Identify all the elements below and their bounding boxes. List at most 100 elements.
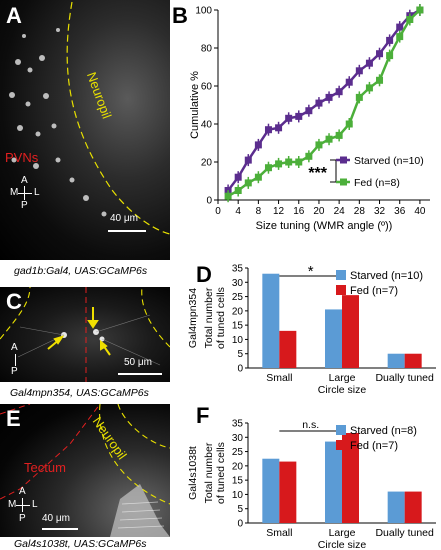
- significance-label: *: [308, 263, 314, 280]
- neuropil-outline: [66, 1, 170, 235]
- compass: A M L P: [10, 175, 40, 215]
- y-tick-label: 30: [232, 278, 244, 289]
- compass-l: L: [34, 187, 40, 198]
- data-point: [305, 152, 313, 160]
- y-tick-label: 35: [232, 264, 244, 275]
- y-tick-label: 80: [201, 44, 213, 55]
- bar: [262, 458, 280, 523]
- compass-p: P: [21, 200, 28, 211]
- data-point: [244, 156, 252, 164]
- y-tick-label: 20: [232, 461, 244, 472]
- y-tick-label: 35: [232, 419, 244, 430]
- panel-b-label: B: [172, 3, 188, 28]
- compass-p: P: [19, 513, 26, 524]
- y-tick-label: 40: [201, 120, 213, 131]
- data-point: [355, 67, 363, 75]
- compass-m: M: [10, 187, 19, 198]
- bar: [279, 330, 297, 368]
- bar: [262, 273, 280, 368]
- compass-a: A: [21, 175, 28, 186]
- bar: [387, 491, 405, 523]
- y-tick-label: 10: [232, 490, 244, 501]
- panel-c-image: C A P 50 μm: [0, 287, 170, 382]
- category-label: Large: [329, 527, 356, 539]
- bar: [342, 433, 359, 523]
- data-point: [396, 23, 404, 31]
- data-point: [295, 158, 303, 166]
- legend-marker: [340, 156, 347, 164]
- y-axis-label-line2: of tuned cells: [215, 442, 227, 504]
- scale-bar: [108, 230, 146, 232]
- scale-bar: [42, 528, 78, 530]
- chart-b: 0 20 40 60 80 100 0 4 8 12 16 20 24 28 32 36 40 Size tuni…: [189, 4, 430, 232]
- bar: [387, 353, 405, 368]
- x-tick-label: 0: [215, 206, 221, 217]
- y-tick-label: 10: [232, 335, 244, 346]
- y-tick-label: 0: [237, 519, 243, 530]
- data-point: [264, 164, 272, 172]
- data-point: [275, 124, 283, 132]
- panel-c-label: C: [6, 289, 22, 314]
- legend-swatch: [336, 270, 346, 280]
- panel-d-label: D: [196, 262, 212, 287]
- data-point: [335, 131, 343, 139]
- category-label: Small: [266, 527, 292, 539]
- side-label: Gal4s1038t: [188, 446, 199, 500]
- data-point: [396, 33, 404, 41]
- panel-e-caption: Gal4s1038t, UAS:GCaMP6s: [14, 538, 147, 550]
- x-tick-label: 8: [256, 206, 262, 217]
- y-tick-label: 25: [232, 447, 244, 458]
- compass: A M L P: [8, 486, 38, 528]
- bar: [342, 295, 359, 368]
- chart-f: Gal4s1038t Total number of tuned cells 0 5 10…: [188, 419, 436, 548]
- data-point: [386, 52, 394, 60]
- data-point: [264, 126, 272, 134]
- data-point: [224, 192, 232, 200]
- x-tick-label: 12: [273, 206, 285, 217]
- data-point: [365, 84, 373, 92]
- y-tick-label: 30: [232, 433, 244, 444]
- data-point: [365, 59, 373, 67]
- scale-text: 40 μm: [110, 213, 138, 224]
- legend-label: Fed (n=7): [350, 285, 398, 297]
- data-point: [244, 179, 252, 187]
- y-tick-label: 20: [201, 158, 213, 169]
- legend-label: Starved (n=10): [354, 155, 424, 167]
- scale-text: 40 μm: [42, 513, 70, 524]
- panel-c-caption: Gal4mpn354, UAS:GCaMP6s: [10, 387, 149, 399]
- data-point: [295, 112, 303, 120]
- category-label: Dually tuned: [375, 527, 434, 539]
- y-tick-label: 0: [237, 364, 243, 375]
- data-point: [386, 36, 394, 44]
- compass-ap: A P: [9, 342, 23, 380]
- y-tick-label: 5: [237, 349, 243, 360]
- legend-label: Fed (n=8): [354, 177, 400, 189]
- y-axis-label-line2: of tuned cells: [215, 287, 227, 349]
- y-tick-label: 0: [206, 196, 212, 207]
- y-tick-label: 15: [232, 476, 244, 487]
- scale-bar: [118, 373, 162, 375]
- x-tick-label: 28: [354, 206, 366, 217]
- category-label: Large: [329, 372, 356, 384]
- x-axis-label: Size tuning (WMR angle (º)): [256, 220, 393, 232]
- data-point: [376, 50, 384, 58]
- compass-m: M: [8, 499, 17, 510]
- panel-e-label: E: [6, 406, 21, 431]
- data-point: [305, 107, 313, 115]
- panel-a-caption: gad1b:Gal4, UAS:GCaMP6s: [14, 265, 148, 277]
- x-tick-label: 4: [235, 206, 241, 217]
- data-point: [254, 141, 262, 149]
- data-point: [406, 16, 414, 23]
- bar: [279, 461, 297, 523]
- legend-swatch: [336, 425, 346, 435]
- compass-a: A: [11, 342, 18, 353]
- y-tick-label: 20: [232, 306, 244, 317]
- y-tick-label: 25: [232, 292, 244, 303]
- tectum-label: Tectum: [24, 460, 66, 475]
- category-label: Dually tuned: [375, 372, 434, 384]
- significance-label: ***: [308, 165, 327, 182]
- panel-a-image: A Neuropil PVNs A M L P 40 μm: [0, 0, 170, 260]
- data-point: [355, 93, 363, 101]
- x-tick-label: 32: [374, 206, 386, 217]
- y-axis-label: Cumulative %: [189, 71, 201, 139]
